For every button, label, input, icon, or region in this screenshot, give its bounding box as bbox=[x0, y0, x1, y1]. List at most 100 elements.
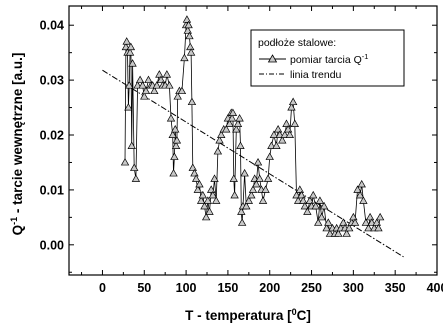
data-point bbox=[230, 190, 239, 199]
y-tick-label: 0.03 bbox=[40, 74, 64, 88]
x-tick-label: 200 bbox=[259, 281, 280, 295]
data-point bbox=[190, 168, 199, 177]
y-tick-label: 0.01 bbox=[40, 183, 64, 197]
data-point bbox=[297, 190, 306, 199]
data-point bbox=[130, 163, 139, 171]
data-point bbox=[126, 42, 136, 51]
data-point bbox=[150, 86, 159, 95]
legend-trend-label: linia trendu bbox=[290, 69, 342, 81]
data-point bbox=[184, 20, 193, 29]
data-point bbox=[282, 119, 291, 127]
data-point bbox=[133, 81, 142, 89]
data-point bbox=[324, 218, 333, 226]
data-point bbox=[212, 196, 221, 204]
y-tick-label: 0.00 bbox=[40, 238, 64, 252]
data-point bbox=[288, 97, 298, 106]
data-point bbox=[319, 201, 329, 210]
data-point bbox=[172, 135, 182, 144]
data-point bbox=[275, 130, 284, 138]
y-axis-title: Q-1 - tarcie wewnętrzne [a.u.] bbox=[9, 53, 25, 236]
data-point bbox=[156, 75, 166, 84]
data-point bbox=[305, 196, 315, 204]
data-point bbox=[283, 125, 293, 133]
data-point bbox=[225, 119, 234, 127]
x-axis-title: T - temperatura [0C] bbox=[185, 307, 311, 323]
data-point bbox=[168, 130, 177, 138]
data-point bbox=[233, 119, 243, 127]
data-point bbox=[213, 146, 223, 155]
y-tick-label: 0.02 bbox=[40, 129, 64, 143]
data-point bbox=[144, 75, 153, 84]
data-point bbox=[152, 81, 162, 89]
data-point bbox=[131, 174, 141, 182]
data-point bbox=[193, 185, 202, 193]
data-point bbox=[201, 212, 211, 221]
data-point bbox=[191, 174, 201, 182]
data-point bbox=[278, 135, 287, 144]
data-point bbox=[272, 141, 281, 149]
data-point bbox=[314, 218, 323, 226]
data-point bbox=[165, 81, 174, 89]
x-tick-label: 0 bbox=[99, 281, 106, 295]
data-point bbox=[250, 174, 259, 182]
data-point bbox=[325, 229, 335, 237]
data-point bbox=[349, 212, 358, 221]
data-point bbox=[171, 141, 181, 149]
plot-area: 0 50 100 150 200 250 300 350 400 0.00 0.01 0.02 0.03… bbox=[40, 5, 443, 295]
data-point bbox=[173, 92, 182, 100]
data-point bbox=[244, 196, 254, 204]
data-point bbox=[186, 48, 196, 56]
data-point bbox=[334, 229, 343, 237]
data-point bbox=[236, 141, 245, 149]
data-point bbox=[365, 212, 375, 221]
data-point bbox=[339, 218, 348, 226]
x-tick-label: 100 bbox=[176, 281, 197, 295]
data-point bbox=[188, 163, 197, 171]
data-point bbox=[309, 190, 318, 199]
data-point bbox=[120, 157, 130, 166]
data-point bbox=[141, 86, 151, 95]
legend-triangle-marker bbox=[267, 54, 278, 63]
data-point bbox=[227, 114, 237, 122]
data-point bbox=[353, 185, 362, 193]
data-point bbox=[177, 86, 187, 95]
data-point bbox=[237, 218, 247, 226]
data-point bbox=[170, 152, 179, 160]
data-point bbox=[222, 125, 231, 133]
x-tick-label: 350 bbox=[385, 281, 406, 295]
data-point bbox=[261, 185, 270, 193]
data-point bbox=[322, 223, 331, 232]
data-point bbox=[155, 70, 164, 78]
data-point bbox=[127, 141, 136, 149]
y-tick-label: 0.04 bbox=[40, 19, 64, 33]
data-point bbox=[258, 196, 268, 204]
data-point bbox=[121, 42, 131, 51]
data-point bbox=[229, 174, 238, 182]
data-point bbox=[273, 125, 283, 133]
data-point bbox=[125, 81, 134, 89]
data-point bbox=[182, 15, 192, 23]
data-point bbox=[265, 152, 274, 160]
data-point bbox=[285, 130, 294, 138]
data-point bbox=[198, 190, 208, 199]
data-point bbox=[186, 42, 195, 51]
data-point bbox=[140, 92, 149, 100]
data-point bbox=[166, 114, 176, 122]
data-point bbox=[290, 119, 300, 127]
data-point bbox=[350, 218, 360, 226]
x-tick-label: 400 bbox=[427, 281, 443, 295]
data-point bbox=[205, 207, 214, 215]
data-point bbox=[361, 218, 371, 226]
data-point bbox=[196, 196, 206, 204]
data-point bbox=[232, 125, 241, 133]
data-point bbox=[200, 201, 209, 210]
data-point bbox=[311, 201, 320, 210]
data-point bbox=[235, 114, 244, 122]
data-point bbox=[183, 26, 192, 34]
data-point bbox=[315, 196, 325, 204]
data-point bbox=[287, 103, 296, 111]
trend-line bbox=[102, 69, 404, 258]
data-point bbox=[228, 108, 238, 117]
data-point bbox=[298, 196, 308, 204]
